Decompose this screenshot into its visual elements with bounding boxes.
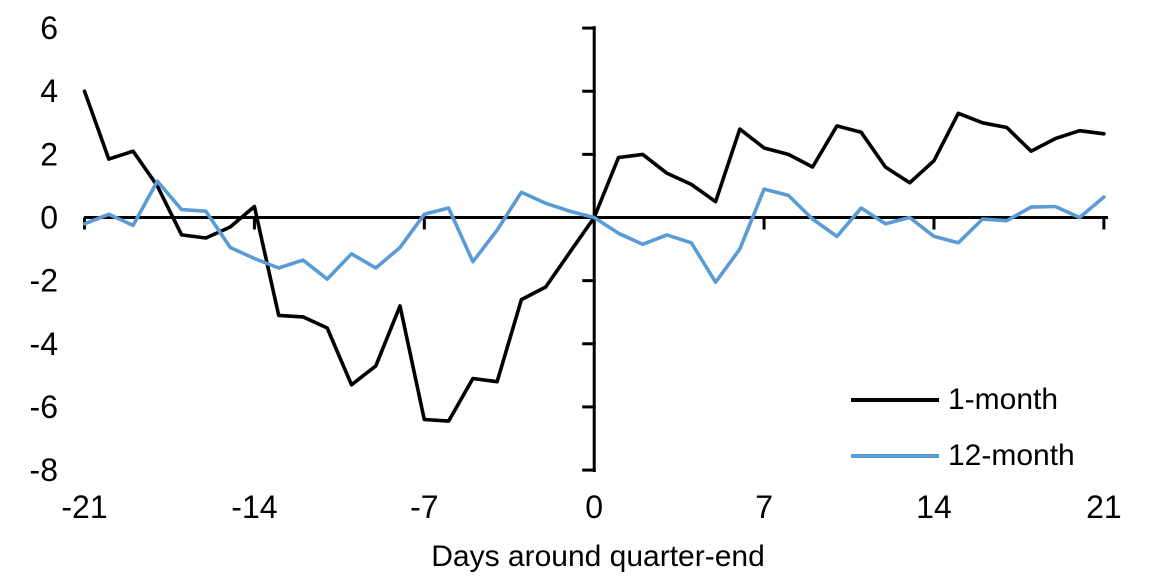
x-tick-label: -7	[410, 489, 438, 525]
y-tick-label: -8	[30, 452, 58, 488]
y-tick-label: 6	[40, 10, 58, 46]
legend-item-12-month: 12-month	[851, 439, 1075, 473]
legend-label-12-month: 12-month	[948, 439, 1075, 472]
x-tick-label: 0	[585, 489, 603, 525]
x-axis-title: Days around quarter-end	[431, 540, 765, 573]
y-tick-label: 4	[40, 73, 58, 109]
x-tick-label: -14	[231, 489, 277, 525]
y-tick-label: -4	[30, 326, 58, 362]
x-tick-label: 7	[755, 489, 773, 525]
y-tick-label: 0	[40, 200, 58, 236]
legend-swatch-12-month	[851, 454, 939, 458]
y-tick-label: 2	[40, 136, 58, 172]
x-tick-label: 14	[916, 489, 952, 525]
legend-swatch-1-month	[851, 398, 939, 402]
x-tick-label: -21	[61, 489, 107, 525]
y-tick-label: -2	[30, 263, 58, 299]
x-tick-label: 21	[1086, 489, 1122, 525]
legend-label-1-month: 1-month	[948, 383, 1059, 416]
series-12-month-line	[82, 179, 1106, 285]
legend-item-1-month: 1-month	[851, 383, 1058, 417]
y-tick-label: -6	[30, 389, 58, 425]
